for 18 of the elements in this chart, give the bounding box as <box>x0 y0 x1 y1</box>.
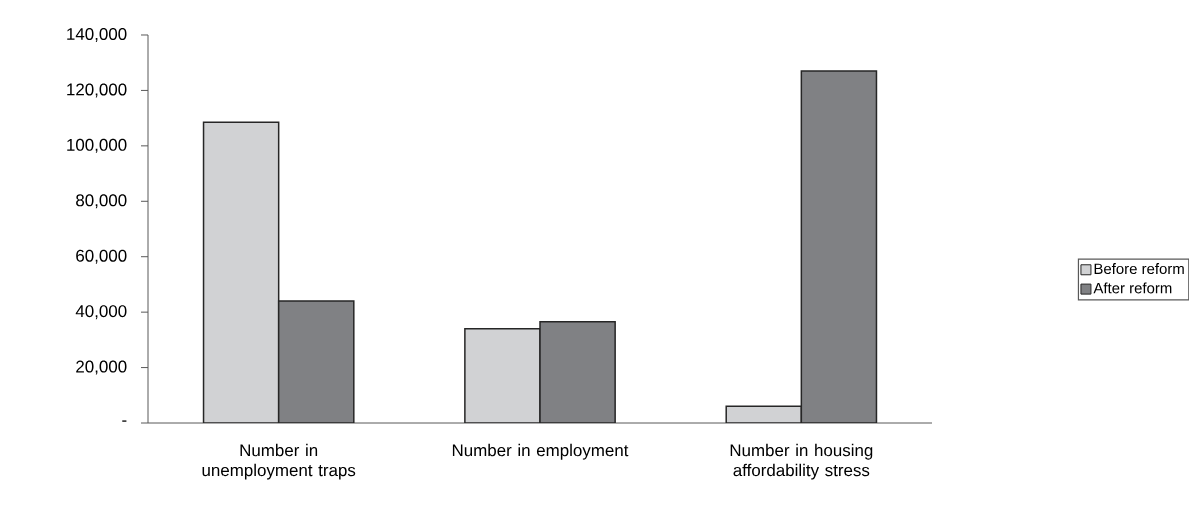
x-tick-label: Number in employment <box>452 443 629 460</box>
y-tick-label: - <box>122 420 127 422</box>
bar <box>202 121 280 423</box>
bar <box>464 328 541 423</box>
x-tick-label: Number in unemployment traps <box>202 443 356 480</box>
y-tick-label: 40,000 <box>75 305 127 320</box>
bar <box>800 70 878 423</box>
x-tick-label: Number in housing affordability stress <box>730 443 873 480</box>
y-tick-label: 20,000 <box>76 360 127 375</box>
y-tick-label: 100,000 <box>67 138 127 153</box>
bar <box>539 321 616 423</box>
y-tick-label: 80,000 <box>76 194 127 209</box>
y-tick-label: 60,000 <box>76 249 127 264</box>
y-tick-label: 140,000 <box>67 28 127 42</box>
y-tick-label: 120,000 <box>67 83 127 98</box>
bar <box>277 300 355 423</box>
legend-label: After reform <box>1093 282 1172 294</box>
legend-label: Before reform <box>1094 263 1184 275</box>
